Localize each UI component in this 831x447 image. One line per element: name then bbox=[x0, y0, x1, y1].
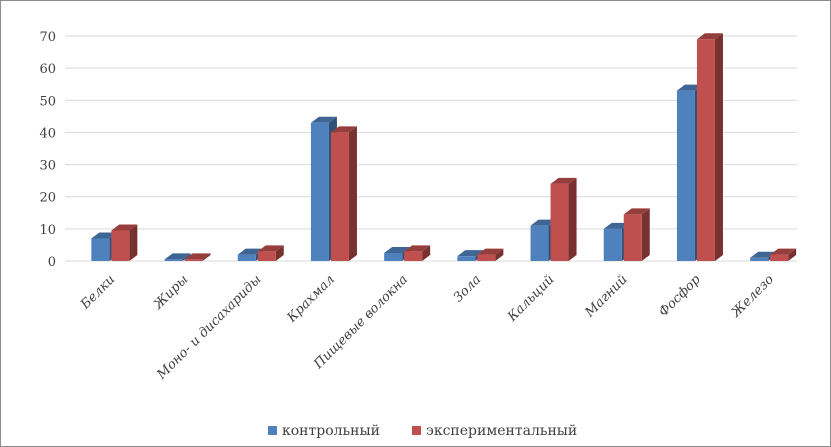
legend-swatch-kontrolnyi bbox=[268, 426, 277, 435]
bar-eksperimentalnyi-cat-3 bbox=[330, 126, 357, 261]
y-tick-label: 70 bbox=[39, 30, 56, 45]
x-category-label-cat-7: Магний bbox=[582, 272, 631, 321]
y-tick-label: 30 bbox=[39, 159, 56, 174]
y-tick-label: 40 bbox=[39, 126, 56, 141]
bars bbox=[91, 33, 797, 262]
y-tick-label: 10 bbox=[39, 223, 56, 238]
legend: контрольный экспериментальный bbox=[268, 423, 577, 439]
x-category-label-cat-8: Фосфор bbox=[656, 272, 704, 320]
x-category-label-cat-5: Зола bbox=[451, 272, 484, 305]
y-tick-label: 50 bbox=[39, 94, 56, 109]
bar-eksperimentalnyi-cat-5 bbox=[477, 248, 504, 261]
bar-eksperimentalnyi-cat-8 bbox=[696, 33, 723, 261]
y-axis-ticks: 0 10 20 30 40 50 60 70 bbox=[39, 30, 56, 270]
bar-eksperimentalnyi-cat-7 bbox=[623, 208, 650, 261]
y-tick-label: 0 bbox=[48, 255, 56, 270]
y-tick-label: 60 bbox=[39, 62, 56, 77]
bar-kontrolnyi-cat-1 bbox=[164, 253, 191, 261]
bar-eksperimentalnyi-cat-2 bbox=[257, 245, 284, 261]
x-category-label-cat-3: Крахмал bbox=[284, 272, 338, 326]
bar-eksperimentalnyi-cat-9 bbox=[770, 248, 797, 261]
y-tick-label: 20 bbox=[39, 191, 56, 206]
legend-label-kontrolnyi: контрольный bbox=[282, 423, 380, 439]
bar-eksperimentalnyi-cat-1 bbox=[184, 253, 211, 261]
bar-eksperimentalnyi-cat-0 bbox=[111, 224, 138, 261]
legend-swatch-eksperimentalnyi bbox=[412, 426, 421, 435]
bar-eksperimentalnyi-cat-4 bbox=[404, 245, 431, 261]
x-category-label-cat-1: Жиры bbox=[150, 272, 191, 313]
x-category-label-cat-0: Белки bbox=[77, 272, 118, 313]
legend-label-eksperimentalnyi: экспериментальный bbox=[426, 423, 577, 439]
x-category-label-cat-9: Железо bbox=[728, 272, 777, 321]
x-category-label-cat-6: Кальций bbox=[504, 272, 557, 325]
bar-eksperimentalnyi-cat-6 bbox=[550, 177, 577, 261]
